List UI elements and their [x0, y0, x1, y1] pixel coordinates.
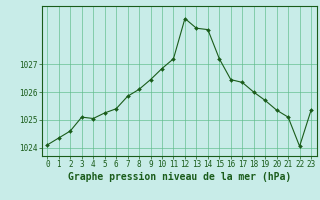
- X-axis label: Graphe pression niveau de la mer (hPa): Graphe pression niveau de la mer (hPa): [68, 172, 291, 182]
